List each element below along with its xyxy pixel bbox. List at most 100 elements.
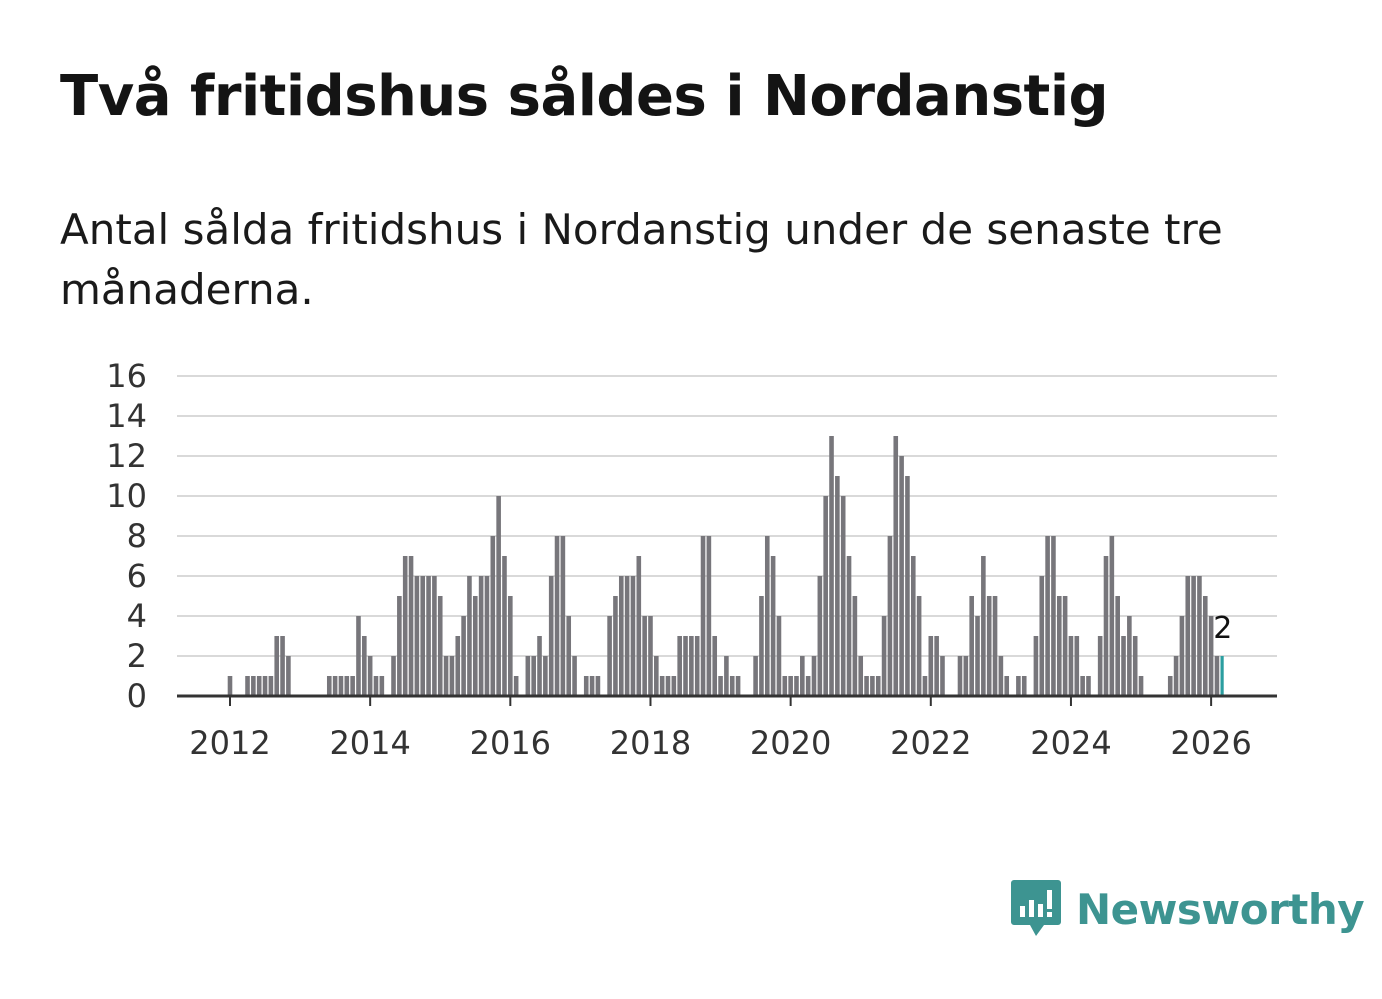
bar — [613, 596, 618, 696]
bar — [268, 676, 274, 696]
last-value-label: 2 — [1213, 611, 1232, 646]
bar — [735, 676, 741, 696]
bar — [362, 636, 367, 696]
bar — [513, 676, 519, 696]
bar — [957, 656, 963, 696]
bar — [724, 656, 729, 696]
bar — [251, 676, 256, 696]
bar — [1173, 656, 1179, 696]
bar — [262, 676, 268, 696]
bar — [455, 636, 461, 696]
bar — [1004, 676, 1010, 696]
bar — [963, 656, 969, 696]
bar — [648, 616, 653, 696]
x-tick-label: 2020 — [750, 724, 831, 762]
x-tick-label: 2026 — [1170, 724, 1251, 762]
bar — [881, 616, 887, 696]
bar — [414, 576, 420, 696]
bar — [426, 576, 431, 696]
bar — [344, 676, 350, 696]
chart-title: Två fritidshus såldes i Nordanstig — [60, 64, 1109, 129]
bar — [770, 556, 776, 696]
bar — [1202, 596, 1208, 696]
bar — [764, 536, 770, 696]
bar — [589, 676, 595, 696]
bars — [227, 436, 1224, 696]
y-tick-label: 6 — [127, 557, 147, 595]
bar — [870, 676, 875, 696]
bar — [1080, 676, 1085, 696]
bar — [531, 656, 536, 696]
bar — [1109, 536, 1115, 696]
bar — [1045, 536, 1050, 696]
bar — [899, 456, 904, 696]
bar — [484, 576, 490, 696]
bar — [1074, 636, 1080, 696]
bar — [776, 616, 782, 696]
bar — [1185, 576, 1191, 696]
bar — [618, 576, 624, 696]
bar — [467, 576, 472, 696]
bar — [829, 436, 834, 696]
bar — [449, 656, 455, 696]
bar — [356, 616, 361, 696]
x-tick-label: 2024 — [1030, 724, 1111, 762]
bar — [928, 636, 934, 696]
x-tick-label: 2016 — [470, 724, 551, 762]
bar — [636, 556, 642, 696]
bar — [402, 556, 408, 696]
bar — [566, 616, 572, 696]
bar — [934, 636, 939, 696]
brand-name: Newsworthy — [1076, 884, 1365, 934]
bar — [858, 656, 864, 696]
bar — [864, 676, 869, 696]
bar — [1214, 656, 1220, 696]
bar — [729, 676, 735, 696]
bar — [1121, 636, 1126, 696]
bar — [332, 676, 338, 696]
bar — [817, 576, 823, 696]
bar — [846, 556, 852, 696]
bar — [986, 596, 992, 696]
bar — [1056, 596, 1062, 696]
bar — [391, 656, 396, 696]
bar — [910, 556, 916, 696]
bar — [1086, 676, 1091, 696]
bar — [759, 596, 764, 696]
bar — [245, 676, 250, 696]
x-tick-label: 2022 — [890, 724, 971, 762]
bar — [1138, 676, 1144, 696]
bar — [782, 676, 788, 696]
bar — [916, 596, 922, 696]
bar — [852, 596, 858, 696]
y-tick-label: 0 — [127, 677, 147, 715]
bar — [800, 656, 805, 696]
bar — [472, 596, 478, 696]
bar — [607, 616, 612, 696]
bar — [420, 576, 426, 696]
bar — [338, 676, 344, 696]
bar — [1115, 596, 1120, 696]
bar-highlight — [1220, 656, 1224, 696]
bar — [496, 496, 501, 696]
bar — [1132, 636, 1138, 696]
bar — [694, 636, 700, 696]
y-tick-label: 12 — [106, 437, 147, 475]
bar — [975, 616, 980, 696]
bar-chart-speech-bubble-icon — [1011, 880, 1061, 936]
bar — [893, 436, 899, 696]
bar — [788, 676, 793, 696]
bar — [835, 476, 840, 696]
bar — [560, 536, 566, 696]
bar — [350, 676, 355, 696]
bar — [753, 656, 758, 696]
bar — [397, 596, 402, 696]
bar — [659, 676, 665, 696]
newsworthy-logo: Newsworthy — [1010, 878, 1365, 940]
y-tick-label: 8 — [127, 517, 147, 555]
x-tick-label: 2018 — [610, 724, 691, 762]
bar — [286, 656, 291, 696]
bar — [1179, 616, 1185, 696]
bar — [1062, 596, 1068, 696]
bar — [1033, 636, 1039, 696]
